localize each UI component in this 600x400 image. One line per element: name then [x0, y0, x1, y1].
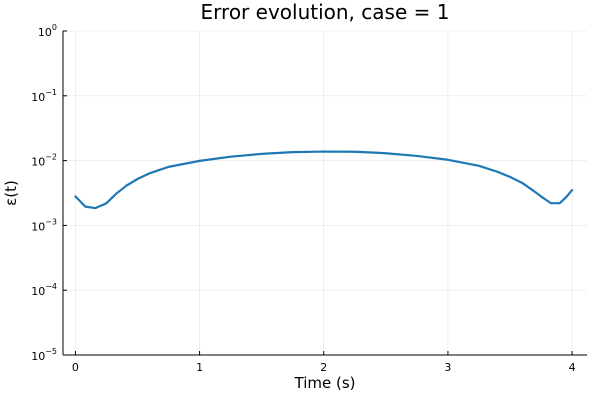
y-tick-label-3: 10−2 [31, 153, 57, 169]
y-tick-label-1: 10−4 [31, 282, 57, 298]
y-tick-label-2: 10−3 [31, 217, 57, 233]
y-tick-label-0: 10−5 [31, 347, 57, 363]
series-line-0 [74, 150, 574, 210]
x-tick-label-2: 2 [320, 361, 327, 374]
x-tick-label-3: 3 [444, 361, 451, 374]
x-tick-label-1: 1 [196, 361, 203, 374]
x-axis-ticks: 0 1 2 3 4 [72, 351, 576, 374]
x-tick-label-0: 0 [72, 361, 79, 374]
y-tick-label-4: 10−1 [31, 88, 57, 104]
x-tick-label-4: 4 [569, 361, 576, 374]
grid [63, 30, 587, 356]
axes [62, 31, 587, 356]
y-axis-label: ε(t) [2, 180, 20, 206]
y-axis-ticks: 10−5 10−4 10−3 10−2 10−1 100 [31, 23, 67, 363]
x-axis-label: Time (s) [294, 374, 356, 392]
y-tick-label-5: 100 [38, 23, 57, 39]
series [74, 150, 574, 210]
chart-title: Error evolution, case = 1 [201, 0, 450, 24]
